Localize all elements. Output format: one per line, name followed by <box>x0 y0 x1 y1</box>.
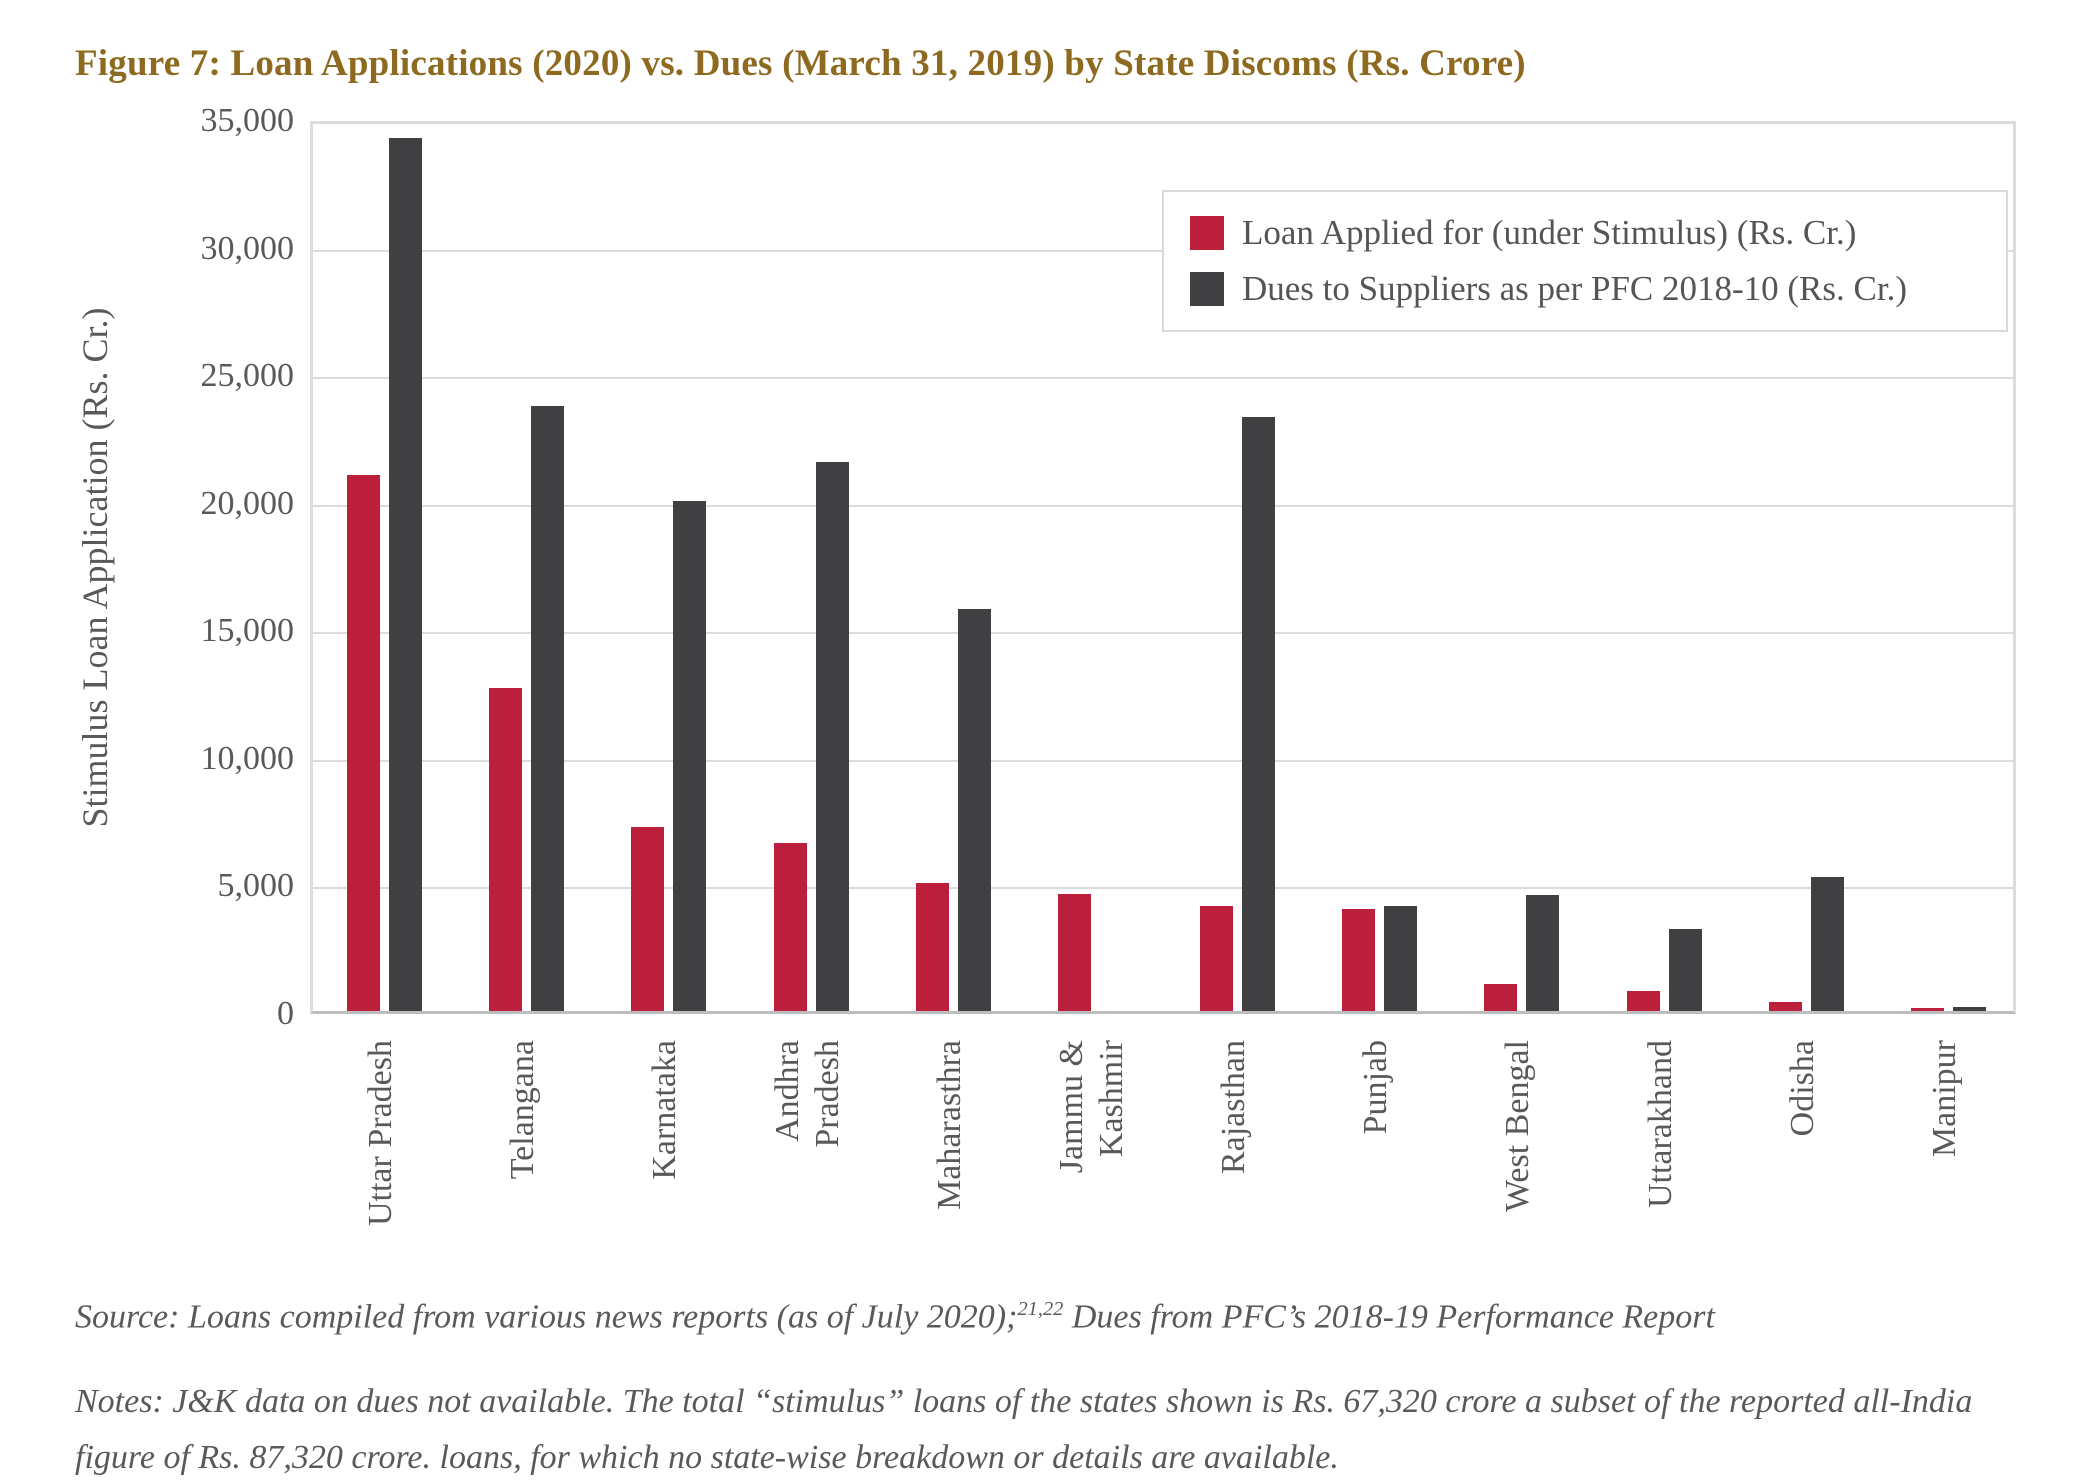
bar-loan-rajasthan <box>1200 906 1234 1011</box>
notes-text: Notes: J&K data on dues not available. T… <box>75 1383 1973 1476</box>
y-axis-title: Stimulus Loan Application (Rs. Cr.) <box>75 307 115 828</box>
bar-dues-telangana <box>531 406 565 1011</box>
legend-swatch-dues <box>1190 272 1224 306</box>
y-tick-20000: 20,000 <box>200 484 295 522</box>
legend-label-dues: Dues to Suppliers as per PFC 2018-10 (Rs… <box>1242 269 1907 308</box>
x-label-karnataka: Karnataka <box>646 1040 684 1180</box>
bar-loan-west-bengal <box>1484 984 1518 1011</box>
x-label-manipur: Manipur <box>1925 1040 1963 1158</box>
source-note: Source: Loans compiled from various news… <box>75 1298 1715 1336</box>
y-tick-0: 0 <box>277 995 294 1032</box>
x-label-odisha: Odisha <box>1783 1040 1821 1137</box>
chart-legend: Loan Applied for (under Stimulus) (Rs. C… <box>1162 190 2008 332</box>
y-tick-15000: 15,000 <box>200 612 295 650</box>
y-tick-5000: 5,000 <box>217 867 295 905</box>
x-label-maharasthra: Maharasthra <box>930 1040 968 1210</box>
bar-dues-uttar-pradesh <box>389 138 423 1011</box>
bar-loan-punjab <box>1342 908 1376 1011</box>
bar-loan-uttarakhand <box>1626 990 1660 1011</box>
source-footnote-refs: 21,22 <box>1017 1298 1064 1320</box>
bar-dues-odisha <box>1810 877 1844 1011</box>
figure-title: Figure 7: Loan Applications (2020) vs. D… <box>75 43 1526 84</box>
bar-loan-jammu-kashmir <box>1057 893 1091 1011</box>
bar-loan-telangana <box>489 688 523 1011</box>
gridline <box>313 759 2013 762</box>
bar-dues-west-bengal <box>1526 894 1560 1011</box>
y-tick-10000: 10,000 <box>200 739 295 777</box>
x-label-west-bengal: West Bengal <box>1499 1040 1537 1212</box>
source-text: Source: Loans compiled from various news… <box>75 1298 1018 1336</box>
legend-swatch-loan <box>1190 216 1224 250</box>
bar-dues-manipur <box>1952 1007 1986 1011</box>
x-label-uttar-pradesh: Uttar Pradesh <box>362 1040 400 1227</box>
bar-dues-rajasthan <box>1242 416 1276 1011</box>
bar-loan-uttar-pradesh <box>347 475 381 1011</box>
bar-dues-andhra-pradesh <box>815 462 849 1011</box>
x-label-telangana: Telangana <box>504 1040 542 1180</box>
x-label-uttarakhand: Uttarakhand <box>1641 1040 1679 1209</box>
legend-item-loan: Loan Applied for (under Stimulus) (Rs. C… <box>1190 213 2006 253</box>
x-label-rajasthan: Rajasthan <box>1215 1040 1253 1175</box>
x-label-punjab: Punjab <box>1357 1040 1395 1135</box>
legend-label-loan: Loan Applied for (under Stimulus) (Rs. C… <box>1242 213 1857 252</box>
y-tick-25000: 25,000 <box>200 357 295 395</box>
legend-item-dues: Dues to Suppliers as per PFC 2018-10 (Rs… <box>1190 269 2006 309</box>
bar-loan-maharasthra <box>915 883 949 1011</box>
bar-dues-punjab <box>1384 906 1418 1011</box>
bar-loan-andhra-pradesh <box>773 842 807 1011</box>
bar-dues-karnataka <box>673 500 707 1011</box>
gridline <box>313 504 2013 507</box>
gridline <box>313 887 2013 890</box>
y-tick-30000: 30,000 <box>200 229 295 267</box>
gridline <box>313 632 2013 635</box>
bar-loan-manipur <box>1910 1008 1944 1011</box>
source-text-rest: Dues from PFC’s 2018-19 Performance Repo… <box>1063 1298 1715 1336</box>
bar-loan-karnataka <box>631 827 665 1011</box>
bar-dues-maharasthra <box>957 609 991 1011</box>
x-label-jammu-kashmir: Jammu & Kashmir <box>1052 1040 1130 1174</box>
gridline <box>313 377 2013 380</box>
x-label-andhra-pradesh: Andhra Pradesh <box>768 1040 846 1148</box>
y-tick-35000: 35,000 <box>200 102 295 139</box>
bar-dues-uttarakhand <box>1668 929 1702 1011</box>
bar-loan-odisha <box>1768 1002 1802 1011</box>
